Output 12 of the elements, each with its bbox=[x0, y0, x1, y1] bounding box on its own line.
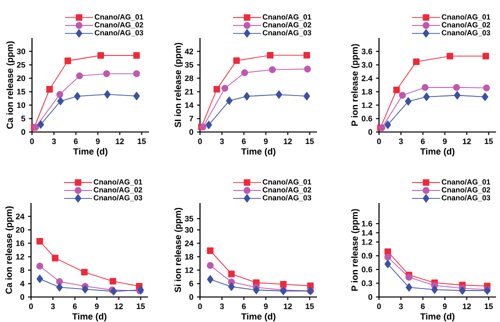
y-axis-title: SI ion release (ppm) bbox=[174, 42, 183, 128]
x-axis-title: Time (d) bbox=[72, 313, 106, 322]
x-axis-title: Time (d) bbox=[241, 313, 276, 322]
y-axis-title: Si ion release (ppm) bbox=[174, 208, 183, 292]
y-axis-title: P ion release (ppm) bbox=[351, 209, 360, 291]
x-axis-title: Time (d) bbox=[420, 148, 454, 156]
y-axis-title: Ca ion release (ppm) bbox=[5, 206, 14, 294]
x-axis-title: Time (d) bbox=[420, 313, 454, 322]
y-axis-title: P ion release (ppm) bbox=[351, 44, 360, 126]
y-axis-title: Ca ion release (ppm) bbox=[6, 41, 15, 129]
x-axis-title: Time (d) bbox=[73, 148, 108, 156]
x-axis-title: Time (d) bbox=[241, 148, 276, 156]
